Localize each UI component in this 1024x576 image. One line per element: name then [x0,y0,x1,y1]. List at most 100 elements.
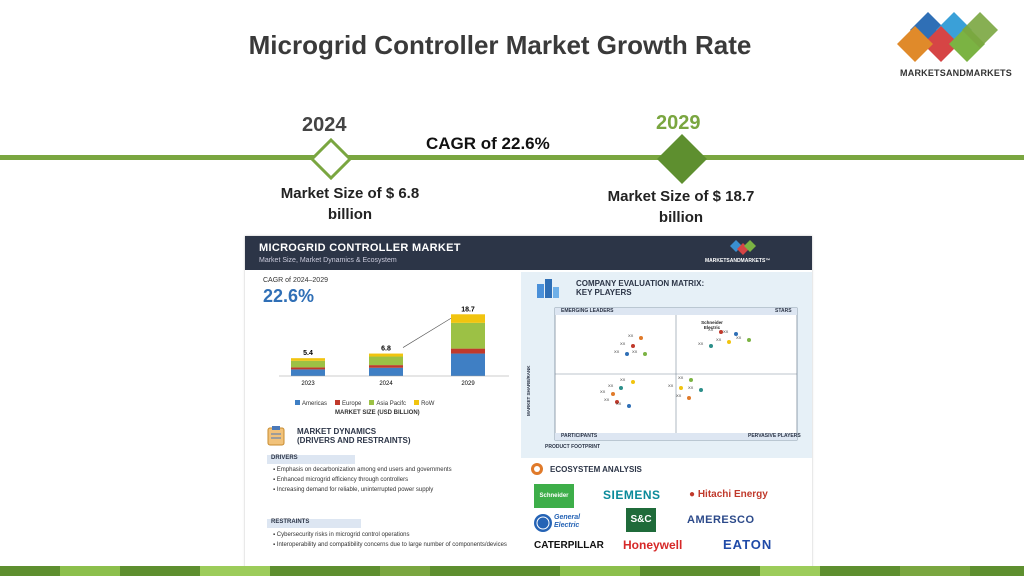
market-infographic: MICROGRID CONTROLLER MARKET Market Size,… [245,236,812,568]
restraint-item: ▪ Interoperability and compatibility con… [273,542,507,548]
driver-item: ▪ Increasing demand for reliable, uninte… [273,487,434,493]
svg-text:XX: XX [614,349,620,354]
end-year: 2029 [656,112,701,134]
restraints-label: RESTRAINTS [267,519,361,528]
logo-siemens: SIEMENS [603,488,661,502]
page-title: Microgrid Controller Market Growth Rate [248,30,752,60]
legend-swatch [335,400,341,405]
timeline-bar [0,155,1024,160]
svg-text:XX: XX [608,383,614,388]
bar-segment [451,353,485,376]
matrix-title-line2: KEY PLAYERS [576,288,632,297]
legend-label: Asia Pacifc [376,401,407,407]
svg-text:XX: XX [600,389,606,394]
ecosystem-title: ECOSYSTEM ANALYSIS [550,465,642,474]
bar-total-label: 18.7 [461,306,475,313]
matrix-yaxis-label: MARKET SHARE/RANK [526,365,531,417]
infographic-subtitle: Market Size, Market Dynamics & Ecosystem [259,257,397,264]
ge-logo-icon [534,514,552,532]
market-size-chart: 5.4 2023 6.8 2024 18.7 2029 [279,306,509,387]
bar-segment [369,353,403,357]
matrix-company-point: XX [628,333,643,340]
chart-xaxis-label: MARKET SIZE (USD BILLION) [335,410,420,416]
bar-segment [369,356,403,366]
matrix-company-point: XX [620,341,635,348]
matrix-company-point: XX [708,327,723,334]
matrix-company-point: XX [698,341,713,348]
matrix-company-point: XX [668,383,683,390]
svg-text:XX: XX [698,341,704,346]
svg-text:XX: XX [716,337,722,342]
svg-text:XX: XX [708,327,714,332]
infographic-logo-text: MARKETSANDMARKETS™ [705,258,771,264]
matrix-company-point: XX [614,349,629,356]
logo-schneider-electric: Schneider Electric [534,484,574,523]
legend-label: Europe [342,401,362,407]
matrix-highlight-company: Schneider Electric [701,320,723,330]
growth-arrow [402,318,452,348]
svg-text:XX: XX [620,341,626,346]
logo-text: MARKETSANDMARKETS [900,68,1012,78]
svg-text:XX: XX [616,401,622,406]
bar-segment [291,367,325,370]
category-tick-label: 2023 [301,381,315,387]
legend-label: Americas [302,401,328,407]
infographic-header: MICROGRID CONTROLLER MARKET Market Size,… [245,236,812,270]
matrix-company-point: XX [676,393,691,400]
matrix-company-point: XX [620,377,635,384]
matrix-company-point: XX [616,401,631,408]
legend-item: Americas [295,400,327,407]
svg-text:XX: XX [628,333,634,338]
svg-text:XX: XX [678,375,684,380]
bar-segment [451,314,485,323]
cagr-label: CAGR of 22.6% [426,134,550,153]
mm-logo-icon [730,240,756,255]
legend-item: RoW [414,400,434,407]
matrix-company-point: XX [736,335,751,342]
matrix-company-point: XX [678,375,693,382]
bottom-decorative-strip [0,566,1024,576]
quadrant-emerging-leaders: EMERGING LEADERS [561,308,614,314]
restraint-item: ▪ Cybersecurity risks in microgrid contr… [273,532,410,538]
start-marker-icon [310,138,352,180]
clipboard-icon [267,426,285,446]
end-market-size: Market Size of $ 18.7 billion [607,188,755,226]
matrix-company-point: XX [688,385,703,392]
svg-text:XX: XX [688,385,694,390]
category-tick-label: 2024 [379,381,393,387]
logo-s-and-c: S&C [626,508,656,532]
logo-honeywell: Honeywell [623,538,683,552]
matrix-company-point: XX [723,329,738,336]
matrix-company-point: XX [608,383,623,390]
logo-caterpillar: CATERPILLAR [534,540,604,551]
quadrant-participants: PARTICIPANTS [561,433,598,439]
legend-item: Europe [335,400,361,407]
bar-segment [291,369,325,376]
quadrant-stars: STARS [775,308,792,314]
bar-segment [369,367,403,376]
bar-total-label: 6.8 [381,346,391,353]
bar-segment [291,358,325,361]
matrix-company-point: XX [632,349,647,356]
svg-text:XX: XX [620,377,626,382]
svg-text:XX: XX [736,335,742,340]
infographic-title: MICROGRID CONTROLLER MARKET [259,242,461,254]
start-market-size: Market Size of $ 6.8 billion [280,185,420,223]
legend-item: Asia Pacifc [369,400,406,407]
driver-item: ▪ Emphasis on decarbonization among end … [273,467,452,473]
matrix-xaxis-label: PRODUCT FOOTPRINT [545,444,600,450]
dynamics-title: MARKET DYNAMICS (DRIVERS AND RESTRAINTS) [297,427,410,445]
legend-swatch [414,400,420,405]
bar-segment [291,360,325,368]
dynamics-title-line1: MARKET DYNAMICS [297,427,377,436]
markets-and-markets-logo [897,12,998,62]
matrix-company-point: XX [604,397,619,404]
end-marker-icon [657,134,707,184]
category-tick-label: 2029 [461,381,475,387]
bar-segment [451,348,485,354]
logo-general-electric: General Electric [554,514,581,529]
logo-ameresco: AMERESCO [687,514,755,526]
matrix-title-line1: COMPANY EVALUATION MATRIX: [576,279,705,288]
start-year: 2024 [302,114,347,136]
